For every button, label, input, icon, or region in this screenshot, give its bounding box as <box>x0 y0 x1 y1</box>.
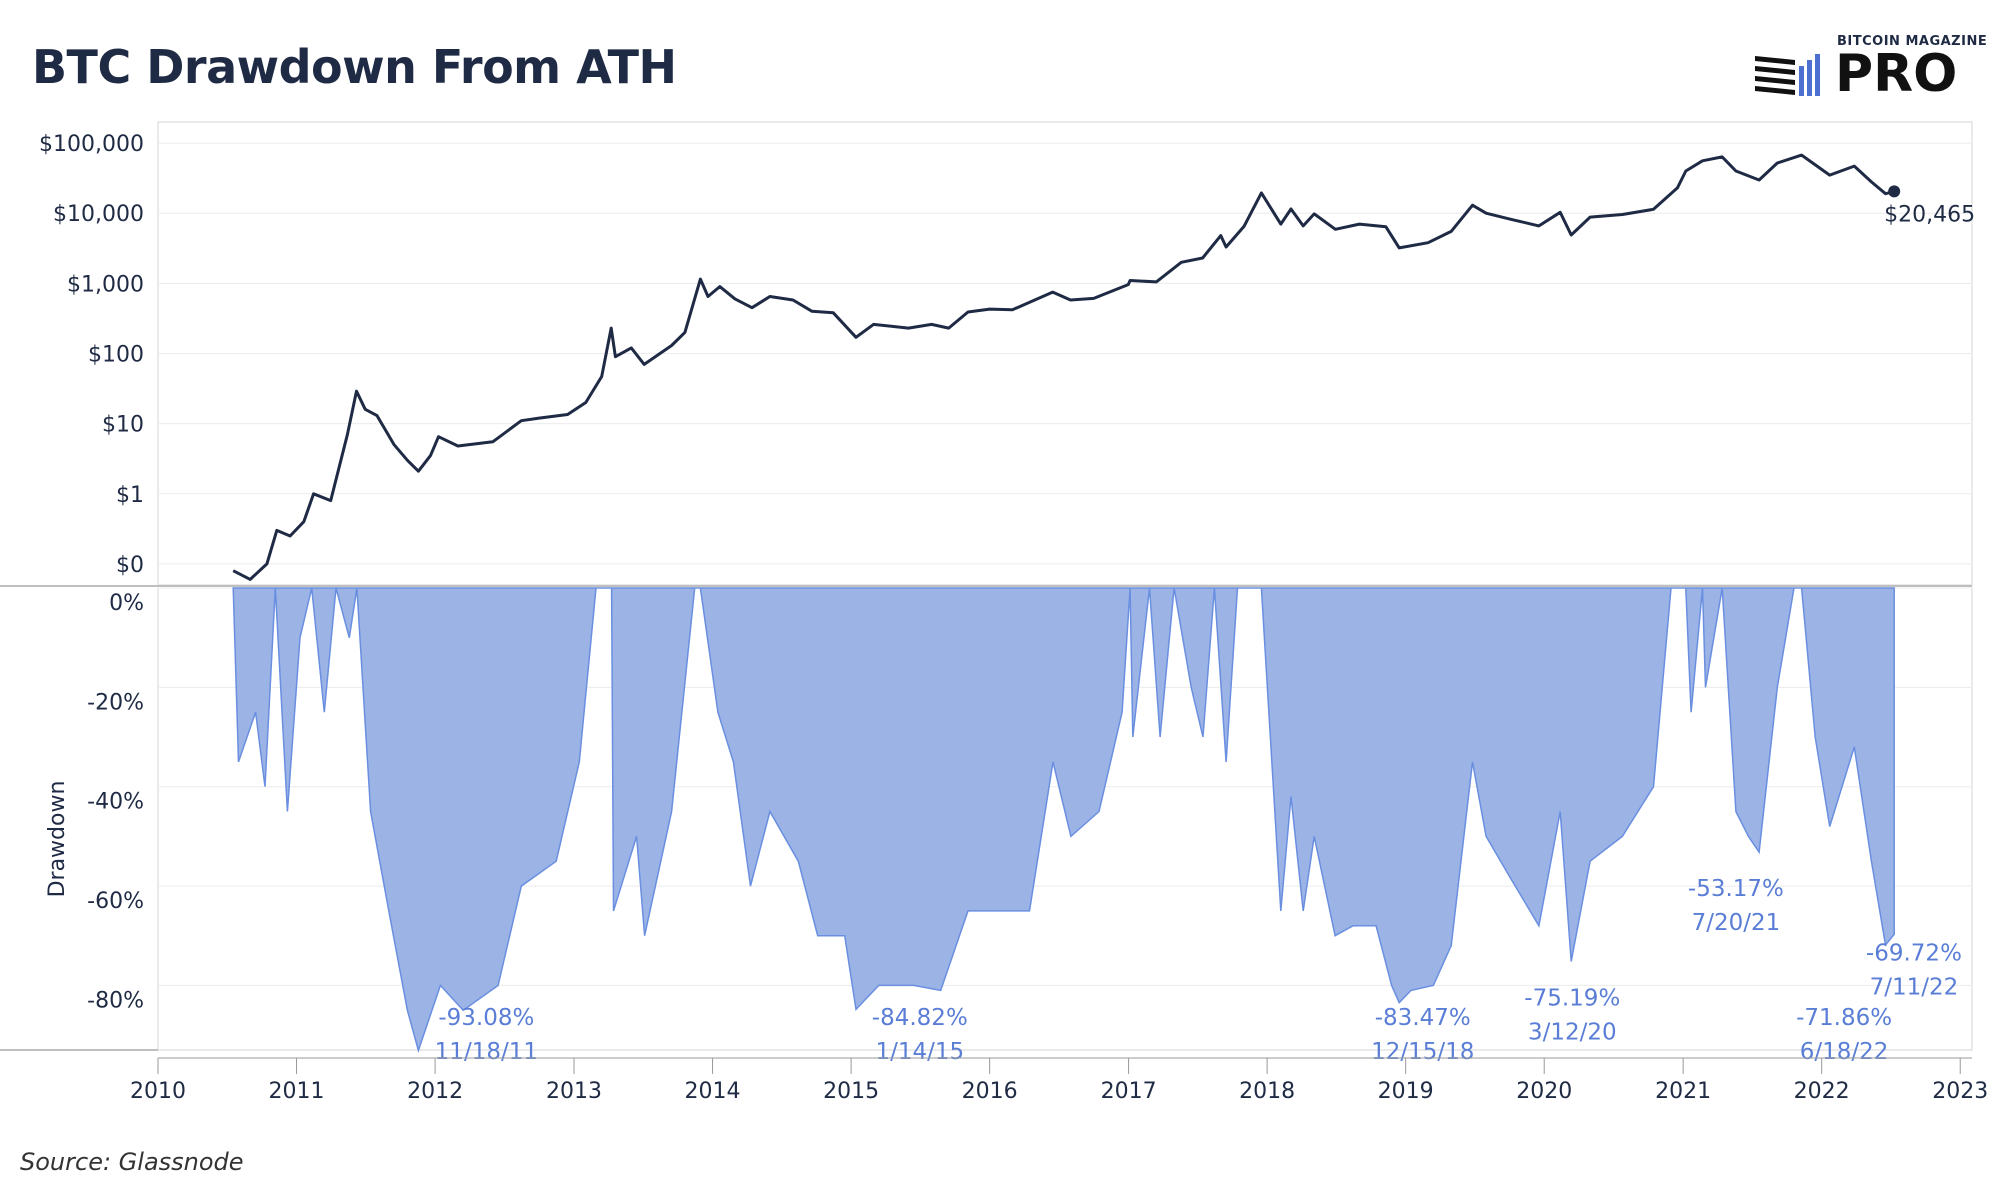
drawdown-tick-label: 0% <box>109 591 144 616</box>
drawdown-annotation-value: -53.17% <box>1688 876 1784 902</box>
price-tick-label: $100,000 <box>39 132 144 157</box>
price-tick-label: $0 <box>116 553 144 578</box>
price-line <box>232 153 1895 581</box>
logo-mark-icon <box>1755 54 1820 96</box>
drawdown-area <box>232 587 1895 1053</box>
x-tick-label: 2011 <box>269 1079 325 1104</box>
drawdown-tick-label: -20% <box>87 690 144 715</box>
drawdown-annotation-date: 3/12/20 <box>1528 1019 1617 1045</box>
drawdown-annotation-date: 6/18/22 <box>1800 1039 1889 1065</box>
logo-main-text: PRO <box>1835 44 1958 104</box>
x-tick-label: 2021 <box>1655 1079 1711 1104</box>
drawdown-annotation-value: -71.86% <box>1796 1005 1892 1031</box>
x-tick-label: 2012 <box>407 1079 463 1104</box>
chart-title: BTC Drawdown From ATH <box>32 40 677 94</box>
drawdown-annotation-date: 1/14/15 <box>875 1039 964 1065</box>
drawdown-annotation-value: -93.08% <box>438 1005 534 1031</box>
drawdown-annotation-date: 7/20/21 <box>1692 910 1781 936</box>
x-tick-label: 2018 <box>1239 1079 1295 1104</box>
drawdown-annotation-date: 12/15/18 <box>1371 1039 1474 1065</box>
drawdown-axis-label: Drawdown <box>45 781 70 898</box>
price-tick-label: $1,000 <box>67 272 144 297</box>
x-tick-label: 2015 <box>823 1079 879 1104</box>
x-tick-label: 2016 <box>962 1079 1018 1104</box>
x-tick-label: 2013 <box>546 1079 602 1104</box>
x-tick-label: 2019 <box>1378 1079 1434 1104</box>
x-tick-label: 2010 <box>130 1079 186 1104</box>
x-tick-label: 2023 <box>1932 1079 1988 1104</box>
brand-logo: BITCOIN MAGAZINE PRO <box>1755 34 1987 104</box>
drawdown-annotation-value: -84.82% <box>872 1005 968 1031</box>
x-tick-label: 2017 <box>1101 1079 1157 1104</box>
price-last-label: $20,465 <box>1884 202 1975 227</box>
x-tick-label: 2020 <box>1516 1079 1572 1104</box>
drawdown-annotation-date: 11/18/11 <box>435 1039 538 1065</box>
price-tick-label: $100 <box>88 343 144 368</box>
price-tick-label: $10,000 <box>53 202 144 227</box>
x-tick-label: 2022 <box>1794 1079 1850 1104</box>
x-tick-label: 2014 <box>685 1079 741 1104</box>
price-tick-label: $10 <box>102 413 144 438</box>
drawdown-tick-label: -80% <box>87 988 144 1013</box>
price-tick-label: $1 <box>116 483 144 508</box>
drawdown-annotation-value: -83.47% <box>1375 1005 1471 1031</box>
drawdown-annotation-date: 7/11/22 <box>1870 975 1959 1001</box>
price-last-point <box>1888 185 1901 198</box>
drawdown-tick-label: -40% <box>87 790 144 815</box>
source-note: Source: Glassnode <box>20 1148 244 1176</box>
drawdown-annotation-value: -69.72% <box>1866 941 1962 967</box>
logo-top-text: BITCOIN MAGAZINE <box>1837 34 1988 49</box>
drawdown-tick-label: -60% <box>87 889 144 914</box>
drawdown-annotation-value: -75.19% <box>1524 985 1620 1011</box>
